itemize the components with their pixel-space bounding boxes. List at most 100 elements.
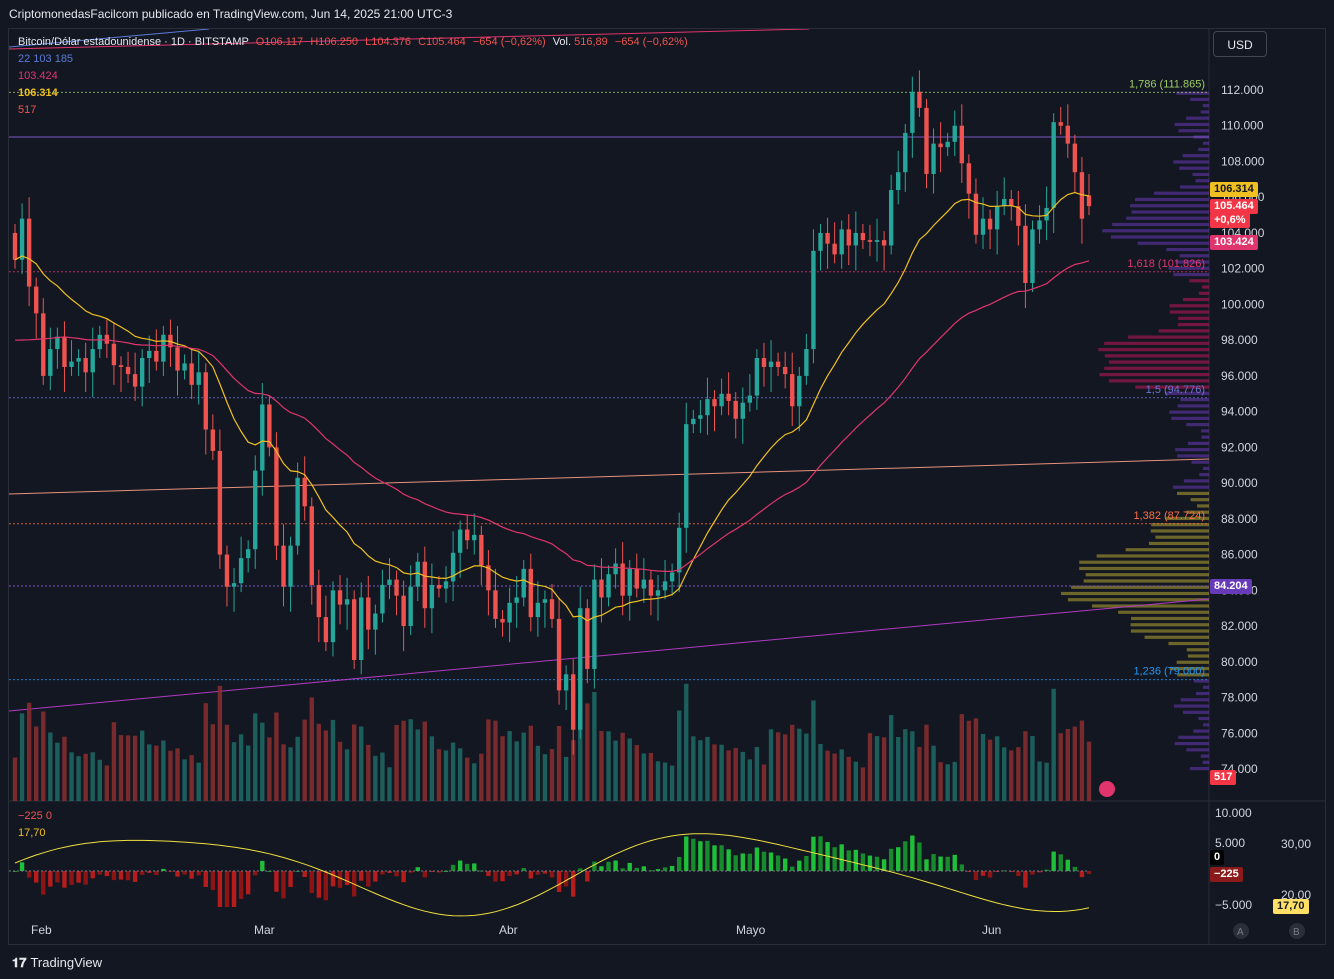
volume-profile-bar [1125, 548, 1209, 552]
volume-bar [698, 740, 703, 801]
osc-zero-tag: 0 [1210, 850, 1225, 865]
volume-bar [994, 736, 1000, 801]
volume-profile-bar [1175, 448, 1209, 452]
oscillator-bar [507, 871, 512, 877]
oscillator-bar [790, 866, 795, 871]
candle-body [973, 193, 979, 235]
oscillator-bar [373, 871, 378, 882]
candle-body [987, 218, 993, 230]
candle-body [1065, 125, 1070, 144]
volume-profile-bar [1183, 479, 1209, 483]
candle-body [323, 617, 329, 643]
oscillator-bar [980, 871, 986, 876]
candle-body [634, 568, 639, 589]
price-axis-label: 78.000 [1221, 691, 1258, 705]
volume-profile-bar [1166, 247, 1209, 252]
oscillator-bar [401, 871, 406, 883]
candle-body [888, 190, 894, 246]
candle-body [556, 618, 562, 691]
volume-profile-bar [1112, 222, 1209, 227]
b-button[interactable] [1289, 923, 1305, 939]
volume-bar [147, 744, 152, 801]
price-axis-label: 102.000 [1221, 262, 1265, 276]
volume-profile-bar [1179, 254, 1209, 258]
oscillator-bar [818, 836, 823, 871]
volume-bar [917, 746, 922, 801]
oscillator-bar [302, 871, 307, 878]
candle-body [881, 240, 887, 246]
oscillator-axis-label: 5.000 [1215, 836, 1245, 850]
candle-body [945, 141, 950, 148]
volume-bar [775, 732, 781, 801]
volume-bar [472, 763, 477, 801]
volume-bar [90, 752, 95, 801]
oscillator-signal-line [14, 833, 1090, 917]
volume-bar [359, 726, 364, 801]
candle-body [648, 579, 654, 596]
volume-profile-bar [1148, 541, 1209, 546]
price-axis-label: 92.000 [1221, 440, 1258, 454]
oscillator-bar [1023, 871, 1028, 888]
oscillator-bar [613, 860, 618, 871]
ohlc-open: O106.117 [255, 36, 304, 48]
oscillator-bar [535, 871, 541, 875]
oscillator-bar [1051, 851, 1056, 871]
volume-profile-bar [1099, 373, 1209, 377]
oscillator-bar [139, 871, 145, 875]
volume-profile-bar [1200, 754, 1209, 758]
candle-body [132, 374, 138, 387]
candle-body [34, 286, 39, 314]
oscillator-bar [1044, 869, 1049, 871]
candle-body [161, 334, 166, 362]
candle-body [97, 334, 102, 350]
candle-body [1009, 198, 1014, 207]
volume-bar [465, 757, 470, 801]
osc-value-tag: −225 [1210, 867, 1243, 882]
a-button[interactable] [1233, 923, 1249, 939]
candle-body [69, 361, 74, 367]
price-axis-label: 86.000 [1221, 548, 1258, 562]
volume-profile-bar [1197, 504, 1209, 508]
candle-body [443, 581, 449, 589]
volume-profile-bar [1182, 297, 1209, 302]
volume-bar [104, 765, 110, 801]
volume-profile-bar [1193, 729, 1209, 733]
candle-body [910, 91, 915, 133]
volume-bar [139, 730, 145, 801]
volume-profile-bar [1186, 423, 1209, 427]
oscillator-bar [811, 836, 816, 871]
ohlc-change: −654 (−0,62%) [472, 36, 546, 48]
chart-frame[interactable]: 1,786 (111.865) 1,618 (101.826) 1,5 (94.77… [8, 28, 1326, 945]
oscillator-bar [104, 871, 110, 877]
chart-canvas[interactable]: 1,786 (111.865) 1,618 (101.826) 1,5 (94.77… [9, 29, 1325, 944]
oscillator-bar [380, 871, 385, 875]
oscillator-bar [606, 861, 611, 871]
symbol-title[interactable]: Bitcoin/Dólar estadounidense · 1D · BITS… [18, 36, 249, 48]
oscillator-bar [182, 871, 187, 875]
candle-body [422, 561, 428, 609]
currency-button[interactable]: USD [1213, 31, 1267, 57]
volume-bar [55, 742, 60, 801]
tradingview-logo[interactable]: 𝟏𝟕 TradingView [12, 955, 102, 971]
oscillator-bar [387, 871, 392, 874]
candle-body [592, 579, 597, 669]
volume-bar [12, 757, 18, 801]
volume-profile-bar [1189, 767, 1209, 771]
volume-bar [606, 731, 611, 801]
volume-profile-bar [1118, 610, 1209, 614]
volume-bar [125, 735, 131, 801]
volume-bar [797, 728, 802, 801]
volume-bar [853, 761, 859, 801]
candle-body [980, 218, 986, 235]
fib-level-label: 1,5 (94.776) [1146, 384, 1205, 396]
candle-body [754, 358, 760, 396]
candle-body [387, 579, 392, 585]
volume-profile-bar [1172, 485, 1209, 489]
oscillator-bar [274, 871, 279, 892]
volume-bar [528, 725, 533, 801]
volume-bar [691, 736, 696, 801]
volume-bar [535, 745, 541, 801]
event-flag-icon[interactable] [1099, 781, 1115, 797]
volume-bar [1065, 729, 1070, 801]
candle-body [104, 334, 110, 344]
